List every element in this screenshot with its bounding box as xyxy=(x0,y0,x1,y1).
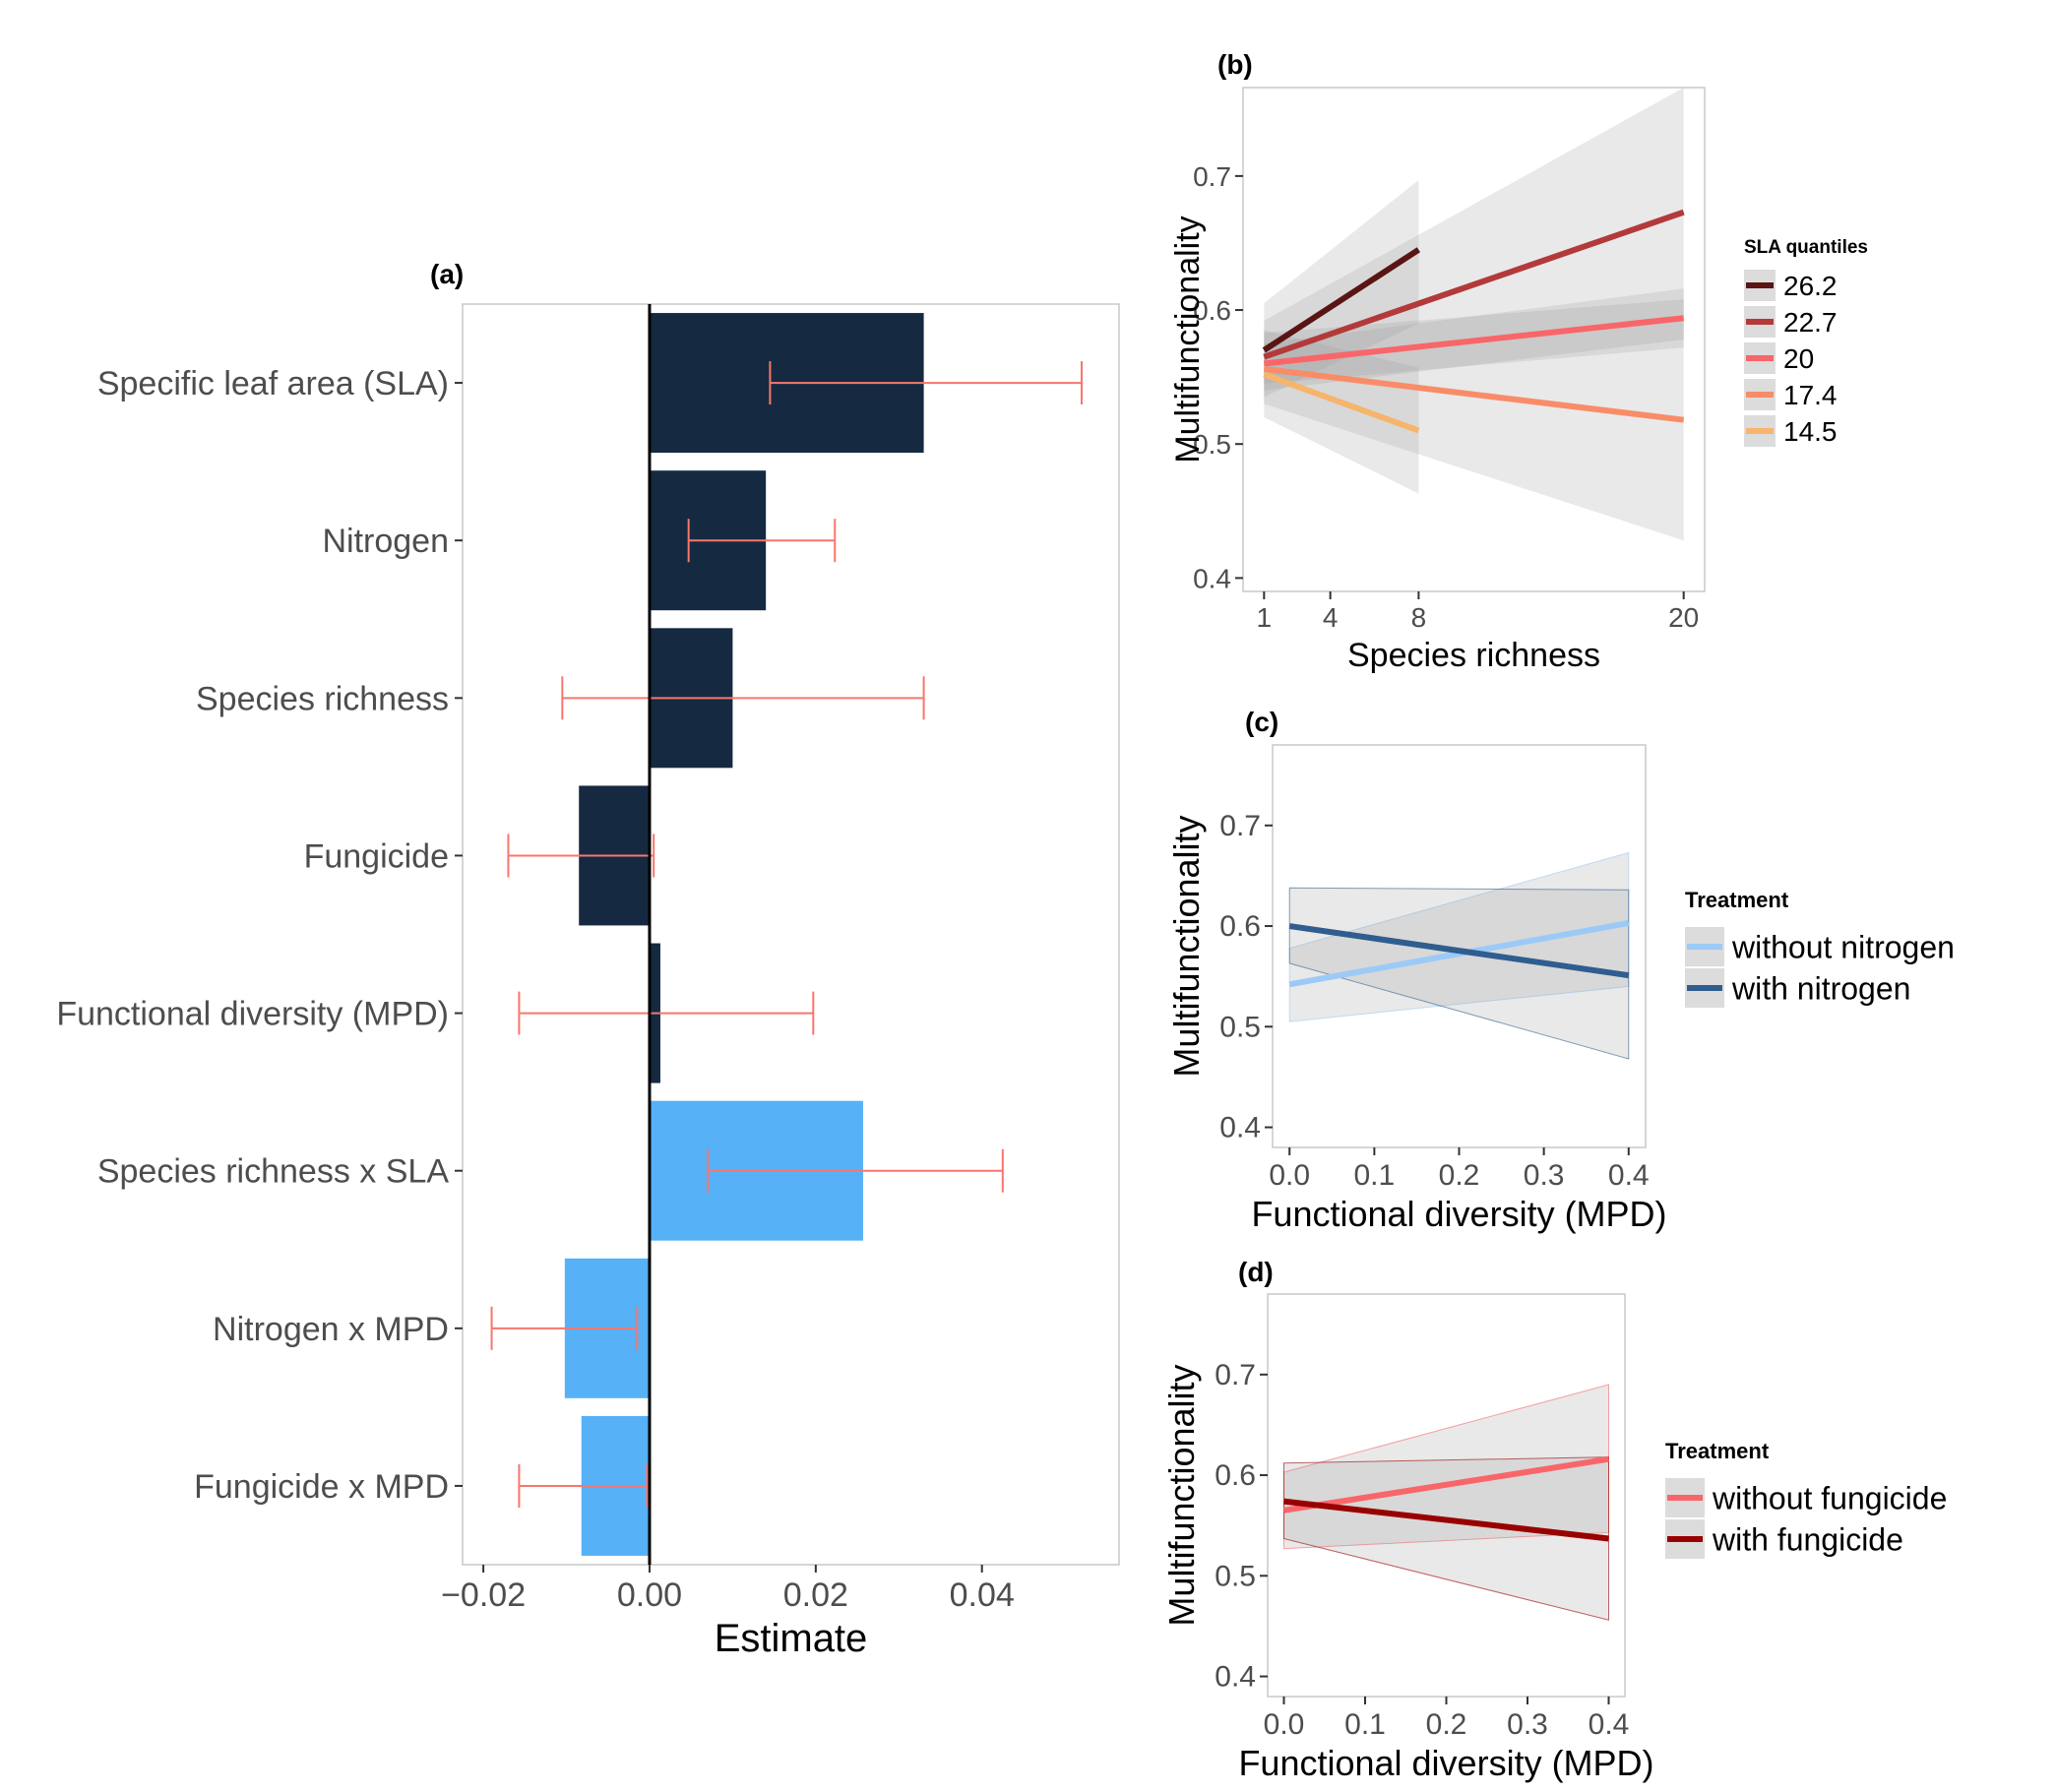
series-line xyxy=(1283,1455,1609,1514)
legend-label: 26.2 xyxy=(1783,271,1838,301)
legend: Treatment without fungicide with fungicide xyxy=(1665,1439,1947,1559)
y-tick-label: 0.6 xyxy=(1193,295,1231,326)
series-line xyxy=(1263,371,1420,434)
plot-area xyxy=(1262,88,1685,541)
legend-label: with nitrogen xyxy=(1731,971,1910,1007)
series-line xyxy=(1288,920,1630,988)
y-tick-label: 0.5 xyxy=(1219,1011,1261,1043)
x-axis-title: Functional diversity (MPD) xyxy=(1251,1194,1666,1234)
panel-b: 0.4 0.5 0.6 0.7 1 4 8 20 Species richness Multifu… xyxy=(1169,49,1868,674)
x-tick-label: 0.04 xyxy=(950,1576,1015,1614)
x-axis-title: Estimate xyxy=(715,1617,868,1660)
panel-d-label: (d) xyxy=(1238,1257,1274,1287)
x-tick-label: 0.3 xyxy=(1524,1159,1565,1192)
y-tick-label: Species richness x SLA xyxy=(97,1153,449,1191)
legend-label: 17.4 xyxy=(1783,380,1838,410)
panel-b-label: (b) xyxy=(1217,49,1253,80)
legend-title: Treatment xyxy=(1665,1439,1770,1463)
plot-area xyxy=(1283,1384,1609,1621)
x-tick-label: 0.3 xyxy=(1507,1708,1548,1741)
confidence-band xyxy=(1264,299,1684,541)
y-tick-label: 0.7 xyxy=(1219,810,1261,842)
series-line xyxy=(1263,365,1685,423)
plot-area xyxy=(1288,851,1630,1060)
panel-a: (a) Specific leaf area (SLA) Nitrogen Speci… xyxy=(56,259,1120,1660)
y-axis-title: Multifunctionality xyxy=(1161,1364,1202,1626)
y-tick-label: Specific leaf area (SLA) xyxy=(97,365,449,402)
confidence-band xyxy=(1288,887,1630,1060)
x-tick-label: 0.4 xyxy=(1589,1708,1630,1741)
y-axis-title: Multifunctionality xyxy=(1166,815,1207,1077)
x-tick-label: 20 xyxy=(1668,602,1699,633)
y-tick-label: Fungicide xyxy=(304,837,449,875)
x-tick-label: 0.1 xyxy=(1344,1708,1386,1741)
legend-label: without fungicide xyxy=(1712,1481,1947,1516)
panel-c-label: (c) xyxy=(1245,707,1278,737)
y-tick-label: 0.7 xyxy=(1215,1359,1256,1391)
x-tick-label: 8 xyxy=(1411,602,1427,633)
legend-label: 22.7 xyxy=(1783,307,1838,338)
legend-label: without nitrogen xyxy=(1731,930,1955,965)
y-tick-label: 0.7 xyxy=(1193,161,1231,192)
y-tick-label: 0.4 xyxy=(1215,1661,1256,1694)
series-line xyxy=(1288,923,1630,979)
x-tick-label: 0.0 xyxy=(1269,1159,1310,1192)
panel-d-frame xyxy=(1267,1293,1626,1698)
x-tick-label: 0.0 xyxy=(1264,1708,1305,1741)
x-tick-label: 0.2 xyxy=(1426,1708,1467,1741)
confidence-band xyxy=(1264,88,1684,391)
x-tick-label: 1 xyxy=(1257,602,1273,633)
y-axis-title: Multifunctionality xyxy=(1169,216,1207,463)
y-tick-label: 0.5 xyxy=(1215,1560,1256,1592)
y-tick-label: 0.6 xyxy=(1215,1459,1256,1492)
y-tick-label: Species richness xyxy=(196,680,449,717)
x-tick-label: 0.2 xyxy=(1439,1159,1480,1192)
y-tick-label: 0.6 xyxy=(1219,910,1261,943)
x-axis-title: Species richness xyxy=(1347,637,1600,674)
panel-a-label: (a) xyxy=(430,259,464,289)
legend-label: with fungicide xyxy=(1712,1522,1903,1558)
legend-label: 14.5 xyxy=(1783,416,1838,447)
series-line xyxy=(1263,315,1685,367)
legend-title: SLA quantiles xyxy=(1744,237,1868,258)
series-line xyxy=(1283,1498,1609,1542)
legend: Treatment without nitrogen with nitrogen xyxy=(1685,888,1955,1008)
y-tick-label: Nitrogen x MPD xyxy=(213,1311,449,1348)
legend-title: Treatment xyxy=(1685,888,1789,912)
x-tick-label: 0.00 xyxy=(617,1576,682,1614)
y-tick-label: Nitrogen xyxy=(322,523,449,560)
y-tick-label: Functional diversity (MPD) xyxy=(56,996,449,1033)
y-tick-label: Fungicide x MPD xyxy=(194,1468,449,1506)
panel-c-frame xyxy=(1272,744,1647,1148)
x-tick-label: −0.02 xyxy=(441,1576,526,1614)
x-tick-label: 4 xyxy=(1323,602,1339,633)
confidence-band xyxy=(1264,288,1684,384)
y-tick-label: 0.5 xyxy=(1193,429,1231,460)
x-tick-label: 0.02 xyxy=(783,1576,848,1614)
x-tick-label: 0.4 xyxy=(1608,1159,1650,1192)
panel-a-frame xyxy=(462,303,1120,1566)
y-tick-label: 0.4 xyxy=(1193,563,1231,593)
series-line xyxy=(1263,209,1685,360)
legend: SLA quantiles 26.2 22.7 20 17.4 14.5 xyxy=(1744,237,1868,447)
y-tick-label: 0.4 xyxy=(1219,1112,1261,1144)
legend-label: 20 xyxy=(1783,343,1814,374)
x-axis-title: Functional diversity (MPD) xyxy=(1238,1743,1653,1783)
x-tick-label: 0.1 xyxy=(1354,1159,1396,1192)
series-line xyxy=(1262,247,1421,353)
